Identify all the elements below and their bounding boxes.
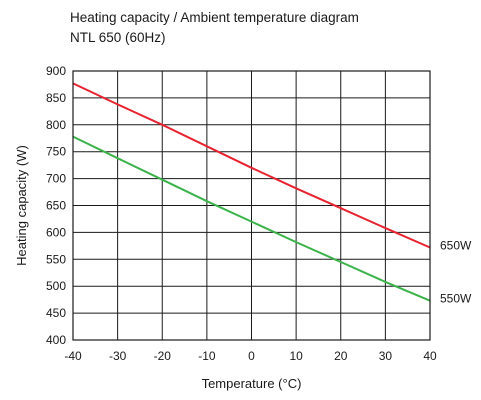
y-tick-label: 550 — [46, 252, 66, 266]
y-tick-label: 650 — [46, 199, 66, 213]
chart-title: Heating capacity / Ambient temperature d… — [70, 10, 359, 25]
y-tick-label: 400 — [46, 333, 66, 347]
x-tick-label: 0 — [248, 349, 255, 363]
x-tick-label: -10 — [198, 349, 216, 363]
series-labels: 650W 550W — [440, 238, 472, 305]
x-tick-label: 40 — [423, 349, 437, 363]
series-lines — [72, 82, 431, 302]
x-tick-label: 30 — [379, 349, 393, 363]
y-tick-label: 800 — [46, 118, 66, 132]
x-tick-label: 20 — [334, 349, 348, 363]
y-tick-label: 850 — [46, 91, 66, 105]
x-tick-label: -30 — [109, 349, 127, 363]
y-axis-ticks: 400 450 500 550 600 650 700 750 800 850 900 — [46, 64, 66, 347]
y-tick-label: 500 — [46, 279, 66, 293]
x-tick-label: 10 — [289, 349, 303, 363]
y-tick-label: 900 — [46, 64, 66, 78]
y-tick-label: 700 — [46, 172, 66, 186]
series-line — [72, 82, 431, 249]
series-label: 650W — [440, 238, 472, 252]
x-axis-ticks: -40 -30 -20 -10 0 10 20 30 40 — [64, 349, 437, 363]
series-line — [72, 135, 431, 302]
y-axis-label: Heating capacity (W) — [14, 145, 29, 266]
grid — [73, 71, 430, 340]
y-tick-label: 600 — [46, 225, 66, 239]
y-tick-label: 450 — [46, 306, 66, 320]
x-tick-label: -20 — [154, 349, 172, 363]
series-label: 550W — [440, 292, 472, 306]
y-tick-label: 750 — [46, 145, 66, 159]
chart-title-block: Heating capacity / Ambient temperature d… — [70, 8, 359, 48]
x-axis-label: Temperature (°C) — [202, 376, 302, 391]
chart-subtitle: NTL 650 (60Hz) — [70, 30, 166, 45]
x-tick-label: -40 — [64, 349, 82, 363]
plot-frame — [72, 70, 431, 341]
